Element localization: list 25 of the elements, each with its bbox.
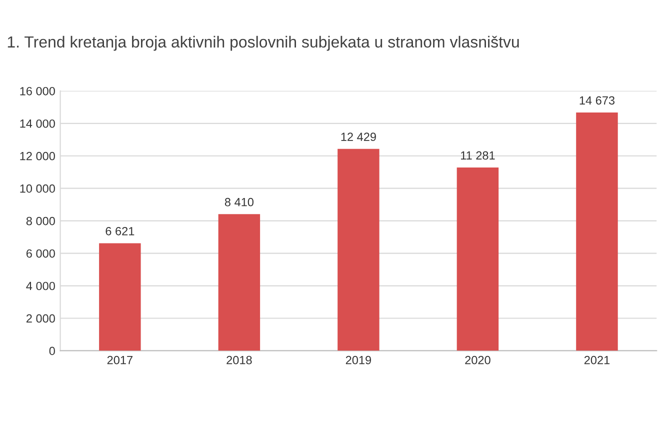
- x-tick-label: 2021: [584, 356, 610, 364]
- data-label: 11 281: [460, 151, 495, 160]
- y-tick-label: 8 000: [26, 216, 55, 226]
- y-tick-label: 0: [49, 346, 55, 356]
- bar: [338, 148, 380, 351]
- data-label: 12 429: [341, 132, 376, 142]
- bar: [576, 112, 618, 351]
- data-label: 8 410: [224, 198, 254, 206]
- bar: [218, 214, 260, 351]
- x-tick-label: 2017: [107, 356, 132, 364]
- y-tick-label: 2 000: [26, 314, 55, 323]
- y-tick-label: 16 000: [20, 86, 55, 96]
- x-tick-label: 2020: [465, 356, 490, 364]
- y-tick-label: 12 000: [20, 152, 55, 160]
- y-tick-label: 14 000: [20, 119, 55, 128]
- bar: [456, 168, 499, 351]
- y-tick-label: 4 000: [26, 282, 55, 290]
- x-tick-label: 2019: [346, 356, 372, 364]
- y-tick-label: 10 000: [20, 184, 55, 193]
- y-tick-label: 6 000: [26, 249, 55, 258]
- data-label: 14 673: [580, 96, 615, 105]
- data-label: 6 621: [106, 226, 134, 236]
- chart-title: 1. Trend kretanja broja aktivnih poslovnih subjekata u stranom vlasništvu: [8, 36, 519, 51]
- x-tick-label: 2018: [226, 356, 252, 364]
- bar: [99, 243, 141, 351]
